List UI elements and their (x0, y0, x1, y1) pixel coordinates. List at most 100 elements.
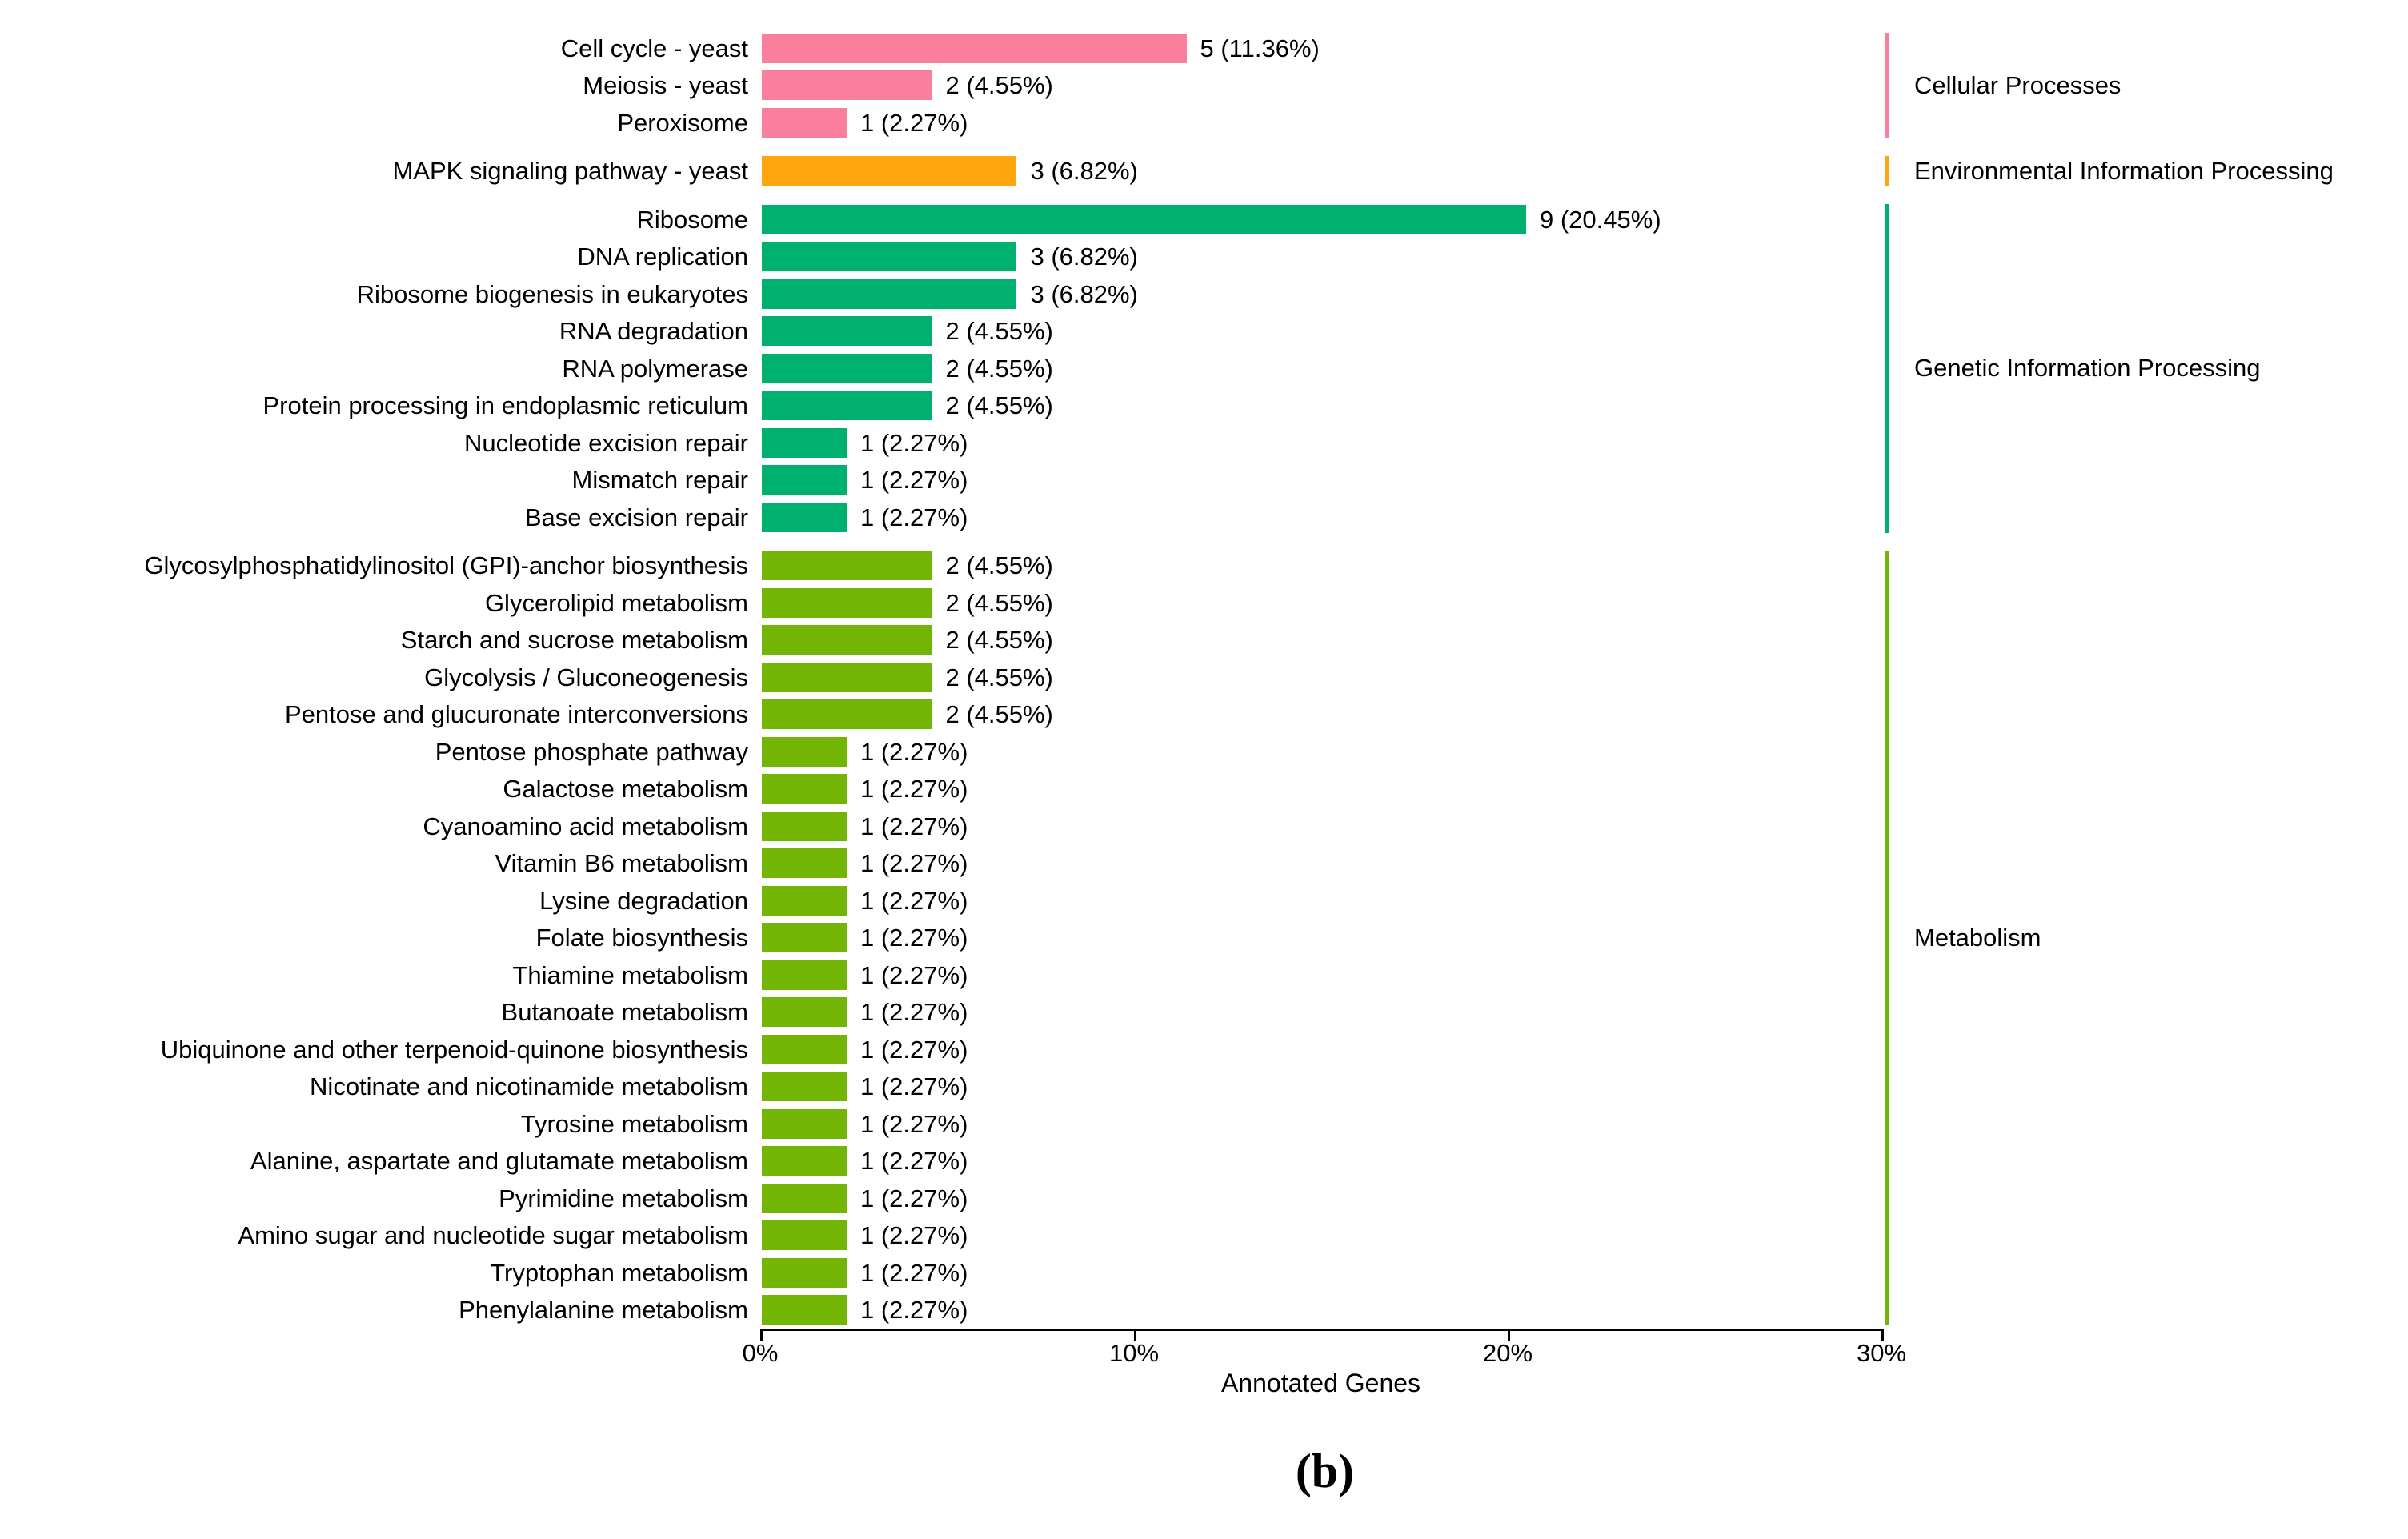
bar (762, 1257, 847, 1288)
bar-value-annotation: 1 (2.27%) (860, 886, 968, 915)
pathway-label: Tyrosine metabolism (520, 1109, 748, 1138)
bar-row: Base excision repair 1 (2.27%) (0, 499, 2408, 536)
bar-row: Meiosis - yeast 2 (4.55%) (0, 67, 2408, 105)
bar-value-annotation: 1 (2.27%) (860, 737, 968, 766)
bar-value-annotation: 3 (6.82%) (1030, 157, 1138, 186)
pathway-label: Galactose metabolism (503, 775, 748, 804)
bar-value-annotation: 1 (2.27%) (860, 108, 968, 137)
pathway-label: Nicotinate and nicotinamide metabolism (310, 1072, 748, 1101)
category-indicator-line (1885, 155, 1889, 186)
bar (762, 997, 847, 1028)
bar-row: RNA degradation 2 (4.55%) (0, 313, 2408, 351)
bar-rows-container: Cell cycle - yeast 5 (11.36%) Meiosis - ye… (0, 30, 2408, 1329)
bar-row: Butanoate metabolism 1 (2.27%) (0, 994, 2408, 1032)
bar-value-annotation: 1 (2.27%) (860, 1184, 968, 1212)
pathway-label: Protein processing in endoplasmic reticu… (262, 391, 748, 420)
bar-row: Folate biosynthesis 1 (2.27%) (0, 920, 2408, 957)
category-indicator-line (1885, 550, 1889, 1325)
bar-row: Tryptophan metabolism 1 (2.27%) (0, 1254, 2408, 1292)
pathway-label: Meiosis - yeast (583, 71, 748, 100)
bar-value-annotation: 2 (4.55%) (945, 71, 1053, 100)
bar-row: Glycolysis / Gluconeogenesis 2 (4.55%) (0, 659, 2408, 696)
bar-value-annotation: 1 (2.27%) (860, 775, 968, 804)
bar (762, 1034, 847, 1064)
pathway-label: Cell cycle - yeast (560, 34, 748, 62)
pathway-label: Ribosome (636, 205, 748, 234)
bar-row: DNA replication 3 (6.82%) (0, 238, 2408, 276)
bar (762, 353, 932, 383)
category-indicator-line (1885, 33, 1889, 138)
bar-row: Nicotinate and nicotinamide metabolism 1 … (0, 1068, 2408, 1106)
bar (762, 1108, 847, 1139)
pathway-label: Cyanoamino acid metabolism (423, 812, 748, 840)
bar-row: MAPK signaling pathway - yeast 3 (6.82%) (0, 153, 2408, 190)
x-axis-tick-label: 20% (1482, 1339, 1533, 1367)
x-axis-tick (1508, 1331, 1510, 1341)
pathway-label: Butanoate metabolism (501, 998, 748, 1027)
category-label: Environmental Information Processing (1914, 156, 2334, 185)
bar-value-annotation: 2 (4.55%) (945, 354, 1053, 383)
bar-value-annotation: 2 (4.55%) (945, 663, 1053, 691)
pathway-label: Ribosome biogenesis in eukaryotes (356, 279, 748, 308)
bar (762, 391, 932, 421)
x-axis-tick (1881, 1331, 1884, 1341)
bar-value-annotation: 1 (2.27%) (860, 1147, 968, 1176)
bar (762, 427, 847, 458)
pathway-label: Ubiquinone and other terpenoid-quinone b… (160, 1035, 748, 1064)
bar (762, 1146, 847, 1176)
bar (762, 662, 932, 692)
pathway-label: DNA replication (577, 242, 748, 271)
pathway-label: Tryptophan metabolism (490, 1258, 748, 1287)
bar-row: Phenylalanine metabolism 1 (2.27%) (0, 1292, 2408, 1329)
pathway-label: Pentose and glucuronate interconversions (284, 700, 748, 729)
x-axis-tick (1134, 1331, 1136, 1341)
bar-row: Nucleotide excision repair 1 (2.27%) (0, 424, 2408, 462)
pathway-label: Glycosylphosphatidylinositol (GPI)-ancho… (144, 551, 748, 580)
pathway-label: Thiamine metabolism (512, 960, 748, 989)
bar-value-annotation: 1 (2.27%) (860, 466, 968, 495)
category-label: Cellular Processes (1914, 70, 2122, 99)
bar-row: Ribosome 9 (20.45%) (0, 201, 2408, 238)
x-axis-tick-label: 30% (1856, 1339, 1907, 1367)
pathway-label: Lysine degradation (539, 886, 748, 915)
bar (762, 848, 847, 879)
bar-value-annotation: 2 (4.55%) (945, 588, 1053, 617)
bar-value-annotation: 1 (2.27%) (860, 1258, 968, 1287)
bar (762, 699, 932, 730)
pathway-label: Amino sugar and nucleotide sugar metabol… (238, 1221, 748, 1250)
bar (762, 70, 932, 101)
bar-value-annotation: 1 (2.27%) (860, 998, 968, 1027)
bar (762, 502, 847, 532)
bar-value-annotation: 1 (2.27%) (860, 1221, 968, 1250)
bar-value-annotation: 1 (2.27%) (860, 849, 968, 878)
bar (762, 242, 1017, 272)
figure-panel-label: (b) (1295, 1445, 1355, 1497)
bar-row: RNA polymerase 2 (4.55%) (0, 350, 2408, 387)
pathway-label: Pyrimidine metabolism (499, 1184, 748, 1212)
bar (762, 960, 847, 990)
bar-row: Vitamin B6 metabolism 1 (2.27%) (0, 845, 2408, 883)
bar-value-annotation: 1 (2.27%) (860, 812, 968, 840)
bar-row: Ribosome biogenesis in eukaryotes 3 (6.82… (0, 275, 2408, 313)
category-indicator-line (1885, 204, 1889, 533)
bar-value-annotation: 2 (4.55%) (945, 626, 1053, 655)
bar-row: Mismatch repair 1 (2.27%) (0, 462, 2408, 499)
x-axis-tick (760, 1331, 763, 1341)
bar-row: Galactose metabolism 1 (2.27%) (0, 771, 2408, 808)
bar-row: Cell cycle - yeast 5 (11.36%) (0, 30, 2408, 67)
bar-row: Ubiquinone and other terpenoid-quinone b… (0, 1031, 2408, 1068)
bar-value-annotation: 5 (11.36%) (1200, 34, 1320, 62)
bar-value-annotation: 3 (6.82%) (1030, 242, 1138, 271)
pathway-label: Mismatch repair (571, 466, 749, 495)
bar-value-annotation: 2 (4.55%) (945, 700, 1053, 729)
bar-row: Amino sugar and nucleotide sugar metabol… (0, 1217, 2408, 1255)
bar-value-annotation: 1 (2.27%) (860, 1072, 968, 1101)
bar (762, 156, 1017, 186)
pathway-label: Pentose phosphate pathway (435, 737, 748, 766)
bar-value-annotation: 1 (2.27%) (860, 1035, 968, 1064)
bar-row: Lysine degradation 1 (2.27%) (0, 882, 2408, 920)
bar-row: Starch and sucrose metabolism 2 (4.55%) (0, 622, 2408, 659)
bar-value-annotation: 1 (2.27%) (860, 924, 968, 952)
bar-row: Glycerolipid metabolism 2 (4.55%) (0, 584, 2408, 622)
